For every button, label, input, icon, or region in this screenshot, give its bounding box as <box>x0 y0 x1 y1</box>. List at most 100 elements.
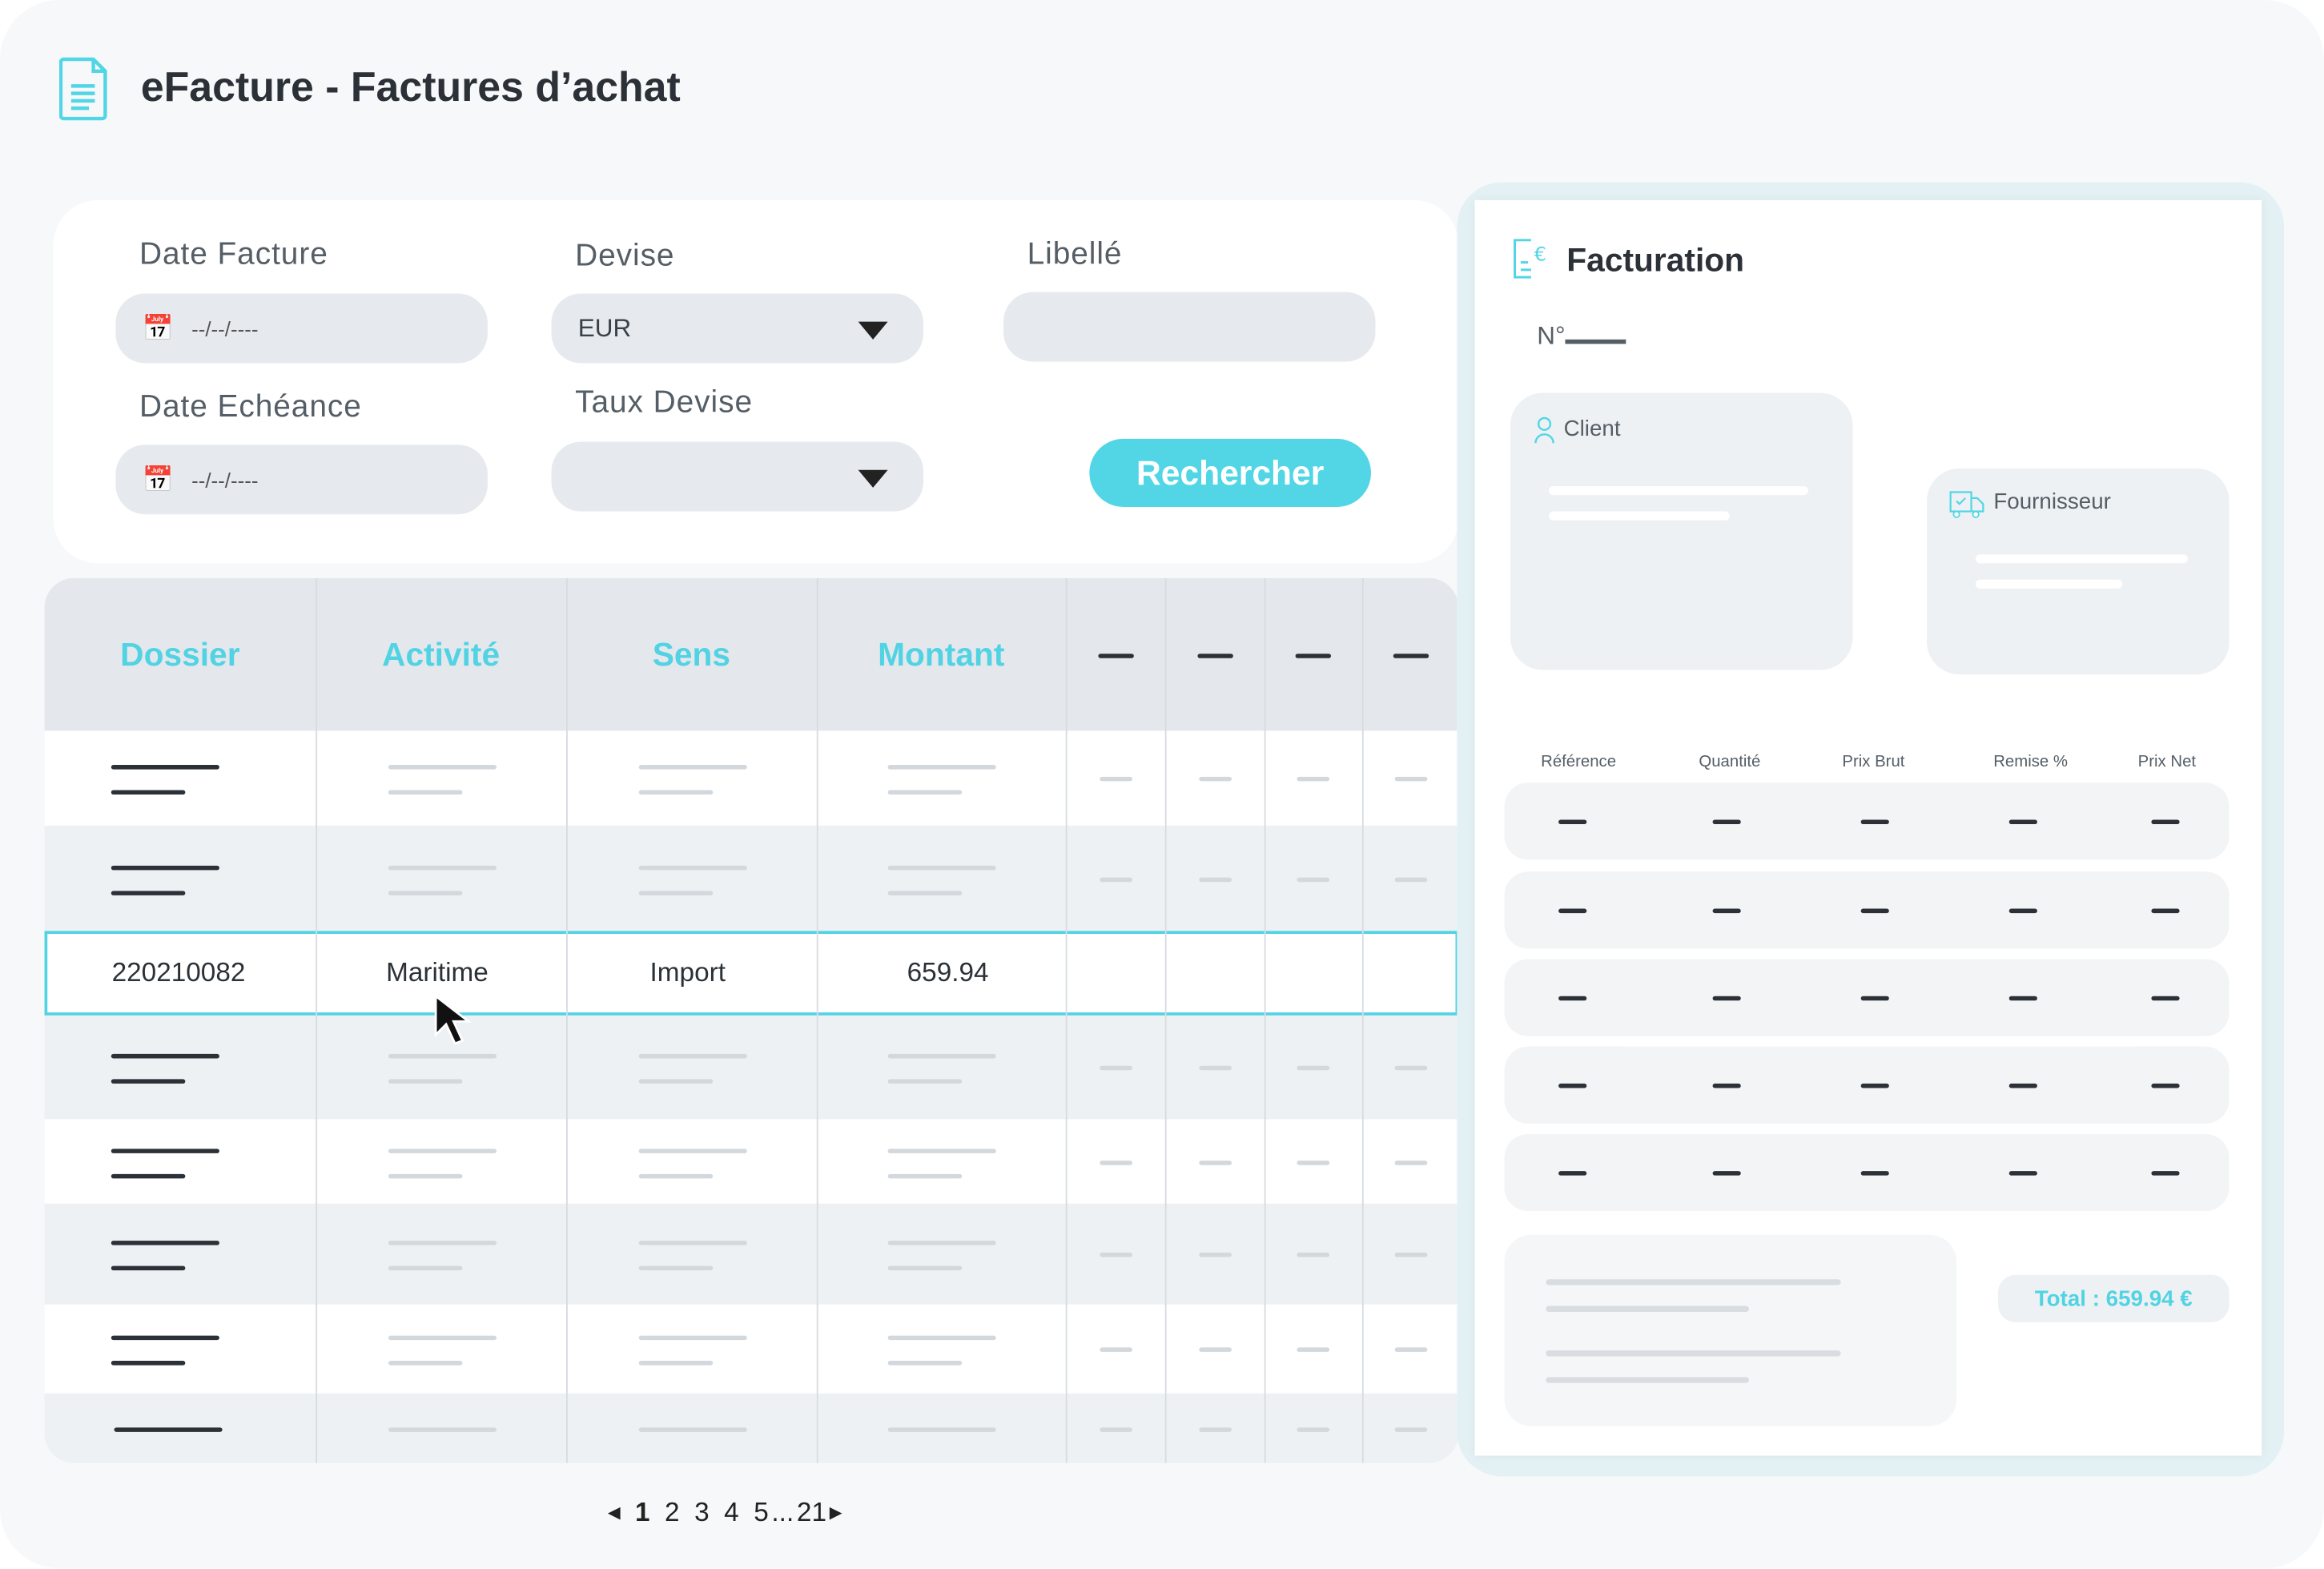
table-row-selected[interactable]: 220210082 Maritime Import 659.94 <box>44 931 1459 1016</box>
placeholder-line <box>111 1148 219 1153</box>
placeholder-dash <box>2008 908 2037 914</box>
column-header-dossier[interactable]: Dossier <box>120 635 240 673</box>
column-divider <box>816 577 818 1463</box>
table-row[interactable] <box>44 825 1459 931</box>
page-link[interactable]: 4 <box>724 1497 739 1527</box>
placeholder-line <box>111 1265 186 1271</box>
column-divider <box>1361 577 1364 1463</box>
taux-devise-label: Taux Devise <box>575 385 754 420</box>
placeholder-dash <box>1712 908 1741 914</box>
placeholder-line <box>111 1335 219 1341</box>
placeholder-line <box>887 1426 996 1431</box>
placeholder-line <box>111 790 186 795</box>
date-echeance-input[interactable]: 📅 --/--/---- <box>115 445 488 515</box>
table-row[interactable] <box>44 1304 1459 1394</box>
placeholder-line <box>887 1148 996 1153</box>
invoice-euro-icon: € <box>1514 239 1546 279</box>
column-header-placeholder <box>1392 654 1429 658</box>
placeholder-dash <box>2151 1083 2180 1088</box>
invoice-number-value <box>1565 339 1626 344</box>
placeholder-line <box>1546 1305 1749 1312</box>
date-facture-input[interactable]: 📅 --/--/---- <box>115 293 488 364</box>
placeholder-dash <box>1860 908 1889 914</box>
placeholder-line <box>1549 486 1808 496</box>
placeholder-line <box>1546 1350 1841 1357</box>
placeholder-line <box>1198 1065 1232 1071</box>
page-link-last[interactable]: 21 <box>796 1497 826 1527</box>
table-row[interactable] <box>44 1203 1459 1305</box>
placeholder-line <box>111 864 219 870</box>
column-header-montant[interactable]: Montant <box>878 635 1005 673</box>
placeholder-dash <box>1558 1083 1587 1088</box>
placeholder-line <box>387 1148 497 1153</box>
next-page-icon[interactable]: ▶ <box>829 1504 842 1523</box>
prev-page-icon[interactable]: ◀ <box>607 1504 621 1523</box>
table-row[interactable] <box>44 1015 1459 1120</box>
placeholder-line <box>387 1335 497 1341</box>
placeholder-line <box>387 890 462 895</box>
placeholder-line <box>387 790 462 795</box>
libelle-label: Libellé <box>1027 237 1123 272</box>
placeholder-line <box>1198 1160 1232 1165</box>
placeholder-line <box>637 1148 746 1153</box>
placeholder-dash <box>1558 819 1587 825</box>
libelle-input[interactable] <box>1003 292 1376 362</box>
placeholder-dash <box>2151 908 2180 914</box>
client-label: Client <box>1563 416 1621 442</box>
column-divider <box>566 577 568 1463</box>
line-item-row[interactable] <box>1504 782 2230 860</box>
placeholder-line <box>1198 1252 1232 1257</box>
column-header-activite[interactable]: Activité <box>382 635 501 673</box>
page-link[interactable]: 3 <box>694 1497 710 1527</box>
placeholder-dash <box>2008 996 2037 1001</box>
line-item-row[interactable] <box>1504 871 2230 949</box>
chevron-down-icon <box>858 321 888 340</box>
placeholder-line <box>1099 1347 1132 1352</box>
placeholder-dash <box>1558 1171 1587 1176</box>
cell-activite: Maritime <box>386 957 489 988</box>
column-header-placeholder <box>1295 654 1332 658</box>
page-link[interactable]: 2 <box>665 1497 680 1527</box>
table-row[interactable] <box>44 730 1459 826</box>
placeholder-line <box>637 765 746 770</box>
page-title: eFacture - Factures d’achat <box>140 63 681 110</box>
placeholder-line <box>1297 776 1330 782</box>
calendar-icon: 📅 <box>142 465 174 493</box>
column-divider <box>1164 577 1167 1463</box>
table-row[interactable] <box>44 1393 1459 1463</box>
line-item-row[interactable] <box>1504 1046 2230 1124</box>
line-item-row[interactable] <box>1504 959 2230 1036</box>
placeholder-line <box>387 1426 497 1431</box>
placeholder-line <box>111 1173 186 1178</box>
calendar-icon: 📅 <box>142 313 174 342</box>
placeholder-line <box>111 765 219 770</box>
line-item-row[interactable] <box>1504 1133 2230 1212</box>
placeholder-line <box>387 765 497 770</box>
placeholder-line <box>1297 1160 1330 1165</box>
search-button[interactable]: Rechercher <box>1089 438 1371 507</box>
placeholder-line <box>387 864 497 870</box>
placeholder-line <box>1393 1347 1427 1352</box>
devise-select[interactable]: EUR <box>551 293 924 364</box>
placeholder-line <box>1393 1252 1427 1257</box>
placeholder-line <box>887 1053 996 1059</box>
document-icon <box>59 57 107 121</box>
placeholder-dash <box>1860 1083 1889 1088</box>
placeholder-line <box>887 1265 963 1271</box>
column-header-quantite: Quantité <box>1699 753 1761 771</box>
placeholder-line <box>887 1079 963 1084</box>
date-facture-label: Date Facture <box>139 237 328 272</box>
placeholder-line <box>1099 1160 1132 1165</box>
placeholder-line <box>637 1241 746 1245</box>
placeholder-line <box>387 1361 462 1366</box>
column-header-sens[interactable]: Sens <box>652 635 731 673</box>
page-link[interactable]: 5 <box>754 1497 769 1527</box>
taux-devise-select[interactable] <box>551 441 924 512</box>
client-card <box>1510 392 1853 670</box>
placeholder-dash <box>2008 1083 2037 1088</box>
devise-label: Devise <box>575 238 675 273</box>
table-row[interactable] <box>44 1119 1459 1204</box>
page-current[interactable]: 1 <box>635 1497 650 1527</box>
placeholder-line <box>1198 1426 1232 1431</box>
placeholder-line <box>387 1265 462 1271</box>
